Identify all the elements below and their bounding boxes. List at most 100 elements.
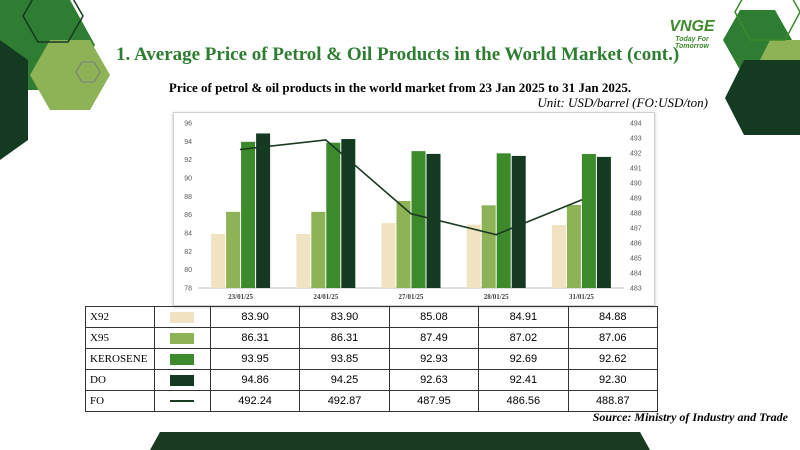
point-fo-2 xyxy=(410,212,412,215)
bar-do-4 xyxy=(596,156,611,288)
bar-do-2 xyxy=(426,153,441,288)
table-cell: 92.41 xyxy=(478,369,569,391)
table-cell: 92.62 xyxy=(567,348,659,370)
series-label: FO xyxy=(85,390,155,412)
table-cell: 92.93 xyxy=(388,348,480,370)
y-tick-label: 84 xyxy=(184,231,192,238)
decor-top-left xyxy=(0,0,110,160)
x-tick-label: 23/01/25 xyxy=(228,293,253,301)
y2-tick-label: 484 xyxy=(630,271,642,278)
point-fo-0 xyxy=(239,148,242,151)
bar-x92-1 xyxy=(296,233,311,288)
table-cell: 86.31 xyxy=(299,327,390,349)
table-cell: 92.63 xyxy=(388,369,480,391)
y2-tick-label: 483 xyxy=(630,286,642,293)
table-cell: 94.86 xyxy=(209,369,301,391)
y2-tick-label: 489 xyxy=(630,196,642,203)
y-tick-label: 86 xyxy=(184,212,192,219)
bar-do-3 xyxy=(511,155,526,288)
table-cell: 93.85 xyxy=(299,348,390,370)
logo-wordmark: VNGE xyxy=(669,18,715,35)
bar-x95-4 xyxy=(566,204,581,288)
y2-tick-label: 487 xyxy=(630,226,642,233)
table-cell: 93.95 xyxy=(209,348,301,370)
line-fo xyxy=(240,139,582,236)
bar-kerosene-3 xyxy=(496,153,511,288)
table-row: X92 83.90 83.90 85.08 84.91 84.88 xyxy=(85,306,659,328)
table-cell: 86.31 xyxy=(209,327,301,349)
table-cell: 87.02 xyxy=(478,327,569,349)
y2-tick-label: 491 xyxy=(630,166,642,173)
page-title: 1. Average Price of Petrol & Oil Product… xyxy=(116,44,680,65)
y-tick-label: 94 xyxy=(184,139,192,146)
bar-kerosene-0 xyxy=(241,141,256,288)
legend-swatch-icon xyxy=(170,311,195,323)
bar-x92-3 xyxy=(466,224,481,288)
bar-kerosene-2 xyxy=(411,151,426,288)
legend-swatch-cell xyxy=(153,327,211,349)
point-fo-4 xyxy=(580,199,583,201)
table-cell: 492.87 xyxy=(299,390,390,412)
point-fo-1 xyxy=(325,139,327,141)
table-cell: 486.56 xyxy=(478,390,569,412)
chart-subtitle: Price of petrol & oil products in the wo… xyxy=(168,80,632,95)
point-fo-3 xyxy=(495,233,498,236)
table-row: X95 86.31 86.31 87.49 87.02 87.06 xyxy=(85,327,659,349)
series-label: DO xyxy=(85,369,155,391)
bar-do-1 xyxy=(341,139,356,288)
series-label: X92 xyxy=(85,306,155,328)
table-cell: 92.30 xyxy=(567,369,659,391)
legend-swatch-cell xyxy=(153,390,211,412)
table-cell: 87.06 xyxy=(567,327,659,349)
chart-container: 78 80 82 84 86 88 90 92 94 96 483 484 485 486 487 488 48… xyxy=(173,112,655,306)
y2-tick-label: 492 xyxy=(630,151,642,158)
table-row: KEROSENE 93.95 93.85 92.93 92.69 92.62 xyxy=(85,348,659,370)
table-cell: 87.49 xyxy=(388,327,480,349)
bar-x95-0 xyxy=(226,211,241,288)
table-cell: 84.88 xyxy=(567,306,659,328)
legend-swatch-cell xyxy=(153,306,211,328)
table-cell: 83.90 xyxy=(209,306,301,328)
legend-swatch-icon xyxy=(170,353,195,365)
table-cell: 94.25 xyxy=(299,369,390,391)
unit-label: Unit: USD/barrel (FO:USD/ton) xyxy=(537,95,708,110)
source-note: Source: Ministry of Industry and Trade xyxy=(592,410,788,424)
y-tick-label: 82 xyxy=(184,249,192,256)
price-chart: 78 80 82 84 86 88 90 92 94 96 483 484 485 486 487 488 48… xyxy=(184,121,642,302)
bar-x92-2 xyxy=(381,223,396,288)
bar-x95-1 xyxy=(311,211,326,288)
y2-tick-label: 486 xyxy=(630,241,642,248)
legend-line-icon xyxy=(170,400,195,403)
table-row: FO 492.24 492.87 487.95 486.56 488.87 xyxy=(85,390,659,412)
decor-bottom-bar xyxy=(150,432,650,450)
table-cell: 85.08 xyxy=(388,306,480,328)
x-tick-label: 24/01/25 xyxy=(313,293,338,301)
table-cell: 492.24 xyxy=(209,390,301,412)
y2-tick-label: 490 xyxy=(630,181,642,188)
bar-kerosene-4 xyxy=(581,153,596,288)
table-cell: 92.69 xyxy=(478,348,569,370)
x-tick-label: 28/01/25 xyxy=(484,293,509,301)
data-table: X92 83.90 83.90 85.08 84.91 84.88 X95 86.31 86.3… xyxy=(85,306,659,412)
y-tick-label: 96 xyxy=(184,121,192,128)
table-cell: 488.87 xyxy=(567,390,659,412)
y2-tick-label: 494 xyxy=(630,121,642,128)
bar-kerosene-1 xyxy=(326,142,341,288)
y-tick-label: 92 xyxy=(184,157,192,164)
bar-x95-2 xyxy=(396,201,411,288)
bar-x95-3 xyxy=(481,205,496,288)
legend-swatch-icon xyxy=(170,332,195,344)
table-cell: 487.95 xyxy=(388,390,480,412)
legend-swatch-cell xyxy=(153,348,211,370)
y-tick-label: 90 xyxy=(184,176,192,183)
y-tick-label: 80 xyxy=(184,267,192,274)
y2-tick-label: 488 xyxy=(630,211,642,218)
x-tick-label: 27/01/25 xyxy=(399,293,424,301)
y2-tick-label: 485 xyxy=(630,256,642,263)
legend-swatch-icon xyxy=(170,374,195,386)
logo: VNGE Today For Tomorrow xyxy=(660,18,724,50)
bar-x92-4 xyxy=(551,224,566,288)
table-cell: 84.91 xyxy=(478,306,569,328)
y-tick-label: 78 xyxy=(184,286,192,293)
x-tick-label: 31/01/25 xyxy=(569,293,594,301)
